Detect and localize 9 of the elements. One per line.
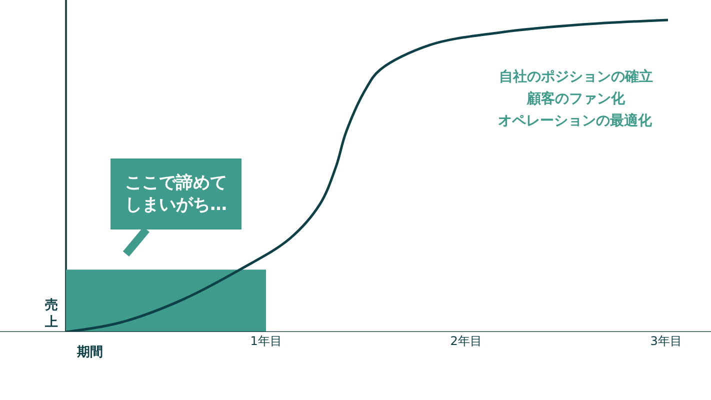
x-axis-title: 期間 (76, 345, 103, 360)
x-tick-label: 3年目 (650, 334, 682, 348)
x-tick-label: 1年目 (250, 334, 282, 348)
x-tick-label: 2年目 (450, 334, 482, 348)
annotation: オペレーションの最適化 (498, 112, 653, 129)
annotation: 顧客のファン化 (526, 90, 626, 107)
annotation: 自社のポジションの確立 (499, 68, 653, 85)
annotation: ここで諦めてしまいがち… (125, 173, 227, 216)
y-axis-title: 売上 (44, 298, 58, 330)
